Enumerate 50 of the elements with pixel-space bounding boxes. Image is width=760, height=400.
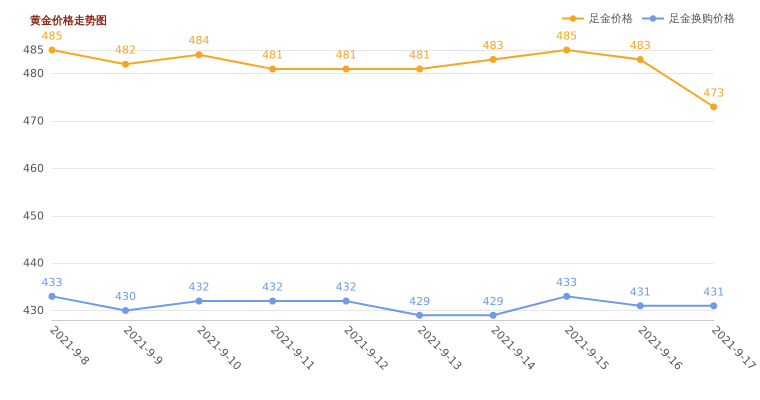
y-tick-label: 470 bbox=[23, 114, 44, 128]
legend-label: 足金价格 bbox=[589, 12, 633, 25]
point bbox=[269, 65, 276, 72]
data-label: 430 bbox=[115, 290, 136, 304]
legend-label: 足金换购价格 bbox=[669, 12, 735, 25]
point bbox=[269, 298, 276, 305]
point bbox=[563, 46, 570, 54]
data-label: 431 bbox=[703, 285, 724, 298]
point bbox=[342, 65, 350, 72]
point bbox=[342, 298, 350, 305]
data-label: 481 bbox=[262, 48, 284, 62]
data-label: 429 bbox=[482, 294, 504, 308]
data-label: 432 bbox=[262, 280, 284, 294]
point bbox=[196, 298, 203, 305]
point bbox=[122, 60, 130, 68]
data-label: 473 bbox=[703, 86, 724, 100]
point bbox=[48, 46, 56, 54]
point bbox=[636, 302, 644, 310]
point bbox=[196, 51, 203, 58]
data-label: 432 bbox=[336, 280, 357, 294]
chart-title: 黄金价格走势图 bbox=[29, 14, 107, 27]
data-label: 481 bbox=[336, 48, 357, 62]
point bbox=[416, 65, 424, 72]
y-tick-label: 440 bbox=[23, 256, 44, 270]
point bbox=[122, 307, 130, 314]
point bbox=[636, 56, 644, 63]
data-label: 432 bbox=[188, 280, 210, 294]
y-tick-label: 480 bbox=[23, 67, 44, 80]
data-label: 429 bbox=[409, 294, 430, 308]
point bbox=[48, 292, 56, 300]
data-label: 485 bbox=[556, 30, 578, 42]
data-label: 483 bbox=[482, 38, 504, 52]
point bbox=[710, 103, 718, 110]
point bbox=[710, 302, 718, 310]
data-label: 433 bbox=[42, 276, 62, 289]
data-label: 481 bbox=[409, 48, 430, 62]
y-tick-label: 460 bbox=[23, 162, 44, 175]
point bbox=[563, 292, 570, 300]
data-label: 485 bbox=[42, 30, 62, 42]
point bbox=[490, 56, 497, 63]
point bbox=[490, 312, 497, 319]
y-tick-label: 430 bbox=[23, 304, 44, 318]
y-tick-label: 450 bbox=[23, 209, 44, 222]
data-label: 484 bbox=[188, 34, 210, 48]
point bbox=[416, 312, 424, 319]
y-tick-label: 485 bbox=[23, 44, 44, 56]
data-label: 431 bbox=[630, 285, 651, 298]
data-label: 482 bbox=[115, 44, 136, 57]
data-label: 433 bbox=[556, 276, 578, 289]
data-label: 483 bbox=[630, 38, 651, 52]
